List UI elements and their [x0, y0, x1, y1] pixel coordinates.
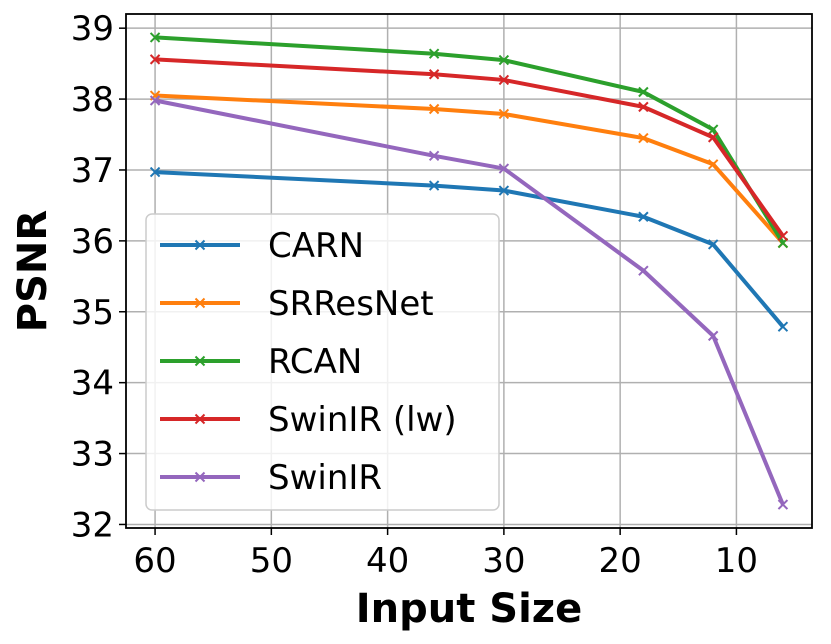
legend-frame — [145, 213, 500, 511]
legend-item-srresnet: SRResNet — [160, 284, 434, 324]
series-line-swinir-lw — [154, 57, 785, 238]
y-tick-label: 36 — [71, 222, 114, 262]
legend-label: CARN — [268, 226, 364, 266]
data-point-swinir-lw — [149, 54, 161, 65]
data-point-rcan — [638, 86, 649, 98]
data-point-swinir — [498, 163, 510, 174]
legend-item-swinir: SwinIR — [160, 458, 382, 498]
series-carn — [149, 166, 789, 332]
legend-label: SwinIR — [268, 458, 382, 498]
data-point-swinir-lw — [428, 69, 440, 80]
series-rcan — [149, 32, 789, 249]
data-point-swinir-lw — [777, 230, 789, 242]
data-point-swinir — [638, 265, 649, 276]
plot-frame — [125, 13, 813, 529]
data-point-carn — [498, 185, 510, 196]
data-point-swinir — [149, 95, 161, 106]
data-point-carn — [149, 166, 161, 178]
axis-ticks: 60 50 40 30 20 10 32 33 34 35 36 37 38 39 — [71, 9, 758, 581]
legend-marker — [194, 297, 206, 309]
series-swinir — [149, 95, 789, 510]
data-point-swinir-lw — [707, 132, 719, 143]
legend-label: SwinIR (lw) — [268, 400, 457, 440]
data-point-carn — [428, 180, 440, 191]
legend-item-swinir-lw: SwinIR (lw) — [160, 400, 457, 440]
legend-marker — [194, 471, 206, 483]
data-point-srresnet — [428, 103, 440, 115]
legend-marker — [194, 413, 206, 425]
series-line-swinir — [154, 98, 785, 506]
legend-item-rcan: RCAN — [160, 342, 362, 382]
x-tick-label: 20 — [599, 541, 642, 581]
data-point-carn — [638, 211, 649, 222]
data-point-swinir-lw — [638, 101, 649, 113]
legend-marker — [194, 355, 206, 367]
data-point-rcan — [707, 124, 719, 135]
y-tick-label: 38 — [71, 80, 114, 120]
y-tick-label: 34 — [71, 364, 114, 404]
data-point-swinir — [707, 330, 719, 342]
data-point-rcan — [498, 54, 510, 66]
data-point-srresnet — [638, 132, 649, 144]
legend-label: SRResNet — [268, 284, 434, 324]
legend-item-carn: CARN — [160, 226, 364, 266]
series-line-carn — [154, 170, 785, 328]
x-tick-label: 40 — [366, 541, 409, 581]
y-tick-label: 39 — [71, 9, 114, 49]
series-swinir-lw — [149, 54, 789, 242]
series-line-srresnet — [154, 93, 785, 245]
data-point-srresnet — [707, 159, 719, 170]
y-tick-label: 33 — [71, 435, 114, 475]
y-tick-label: 37 — [71, 151, 114, 191]
x-tick-label: 30 — [482, 541, 525, 581]
data-point-swinir — [428, 150, 440, 162]
x-tick-label: 60 — [133, 541, 176, 581]
data-point-swinir-lw — [498, 74, 510, 86]
series-lines — [149, 32, 789, 510]
data-point-carn — [777, 321, 789, 332]
data-point-rcan — [149, 32, 161, 43]
x-tick-label: 10 — [715, 541, 758, 581]
y-axis-title: PSNR — [10, 210, 56, 332]
data-point-rcan — [428, 48, 440, 59]
series-line-rcan — [154, 35, 785, 245]
legend: CARN SRResNet RCAN SwinIR (lw) SwinIR — [145, 213, 500, 511]
y-tick-label: 35 — [71, 293, 114, 333]
x-axis-title: Input Size — [356, 586, 582, 632]
data-point-srresnet — [498, 108, 510, 120]
y-tick-label: 32 — [71, 505, 114, 545]
data-point-swinir — [777, 499, 789, 510]
data-point-carn — [707, 239, 719, 250]
legend-label: RCAN — [268, 342, 362, 382]
x-tick-label: 50 — [250, 541, 293, 581]
legend-marker — [194, 239, 206, 251]
